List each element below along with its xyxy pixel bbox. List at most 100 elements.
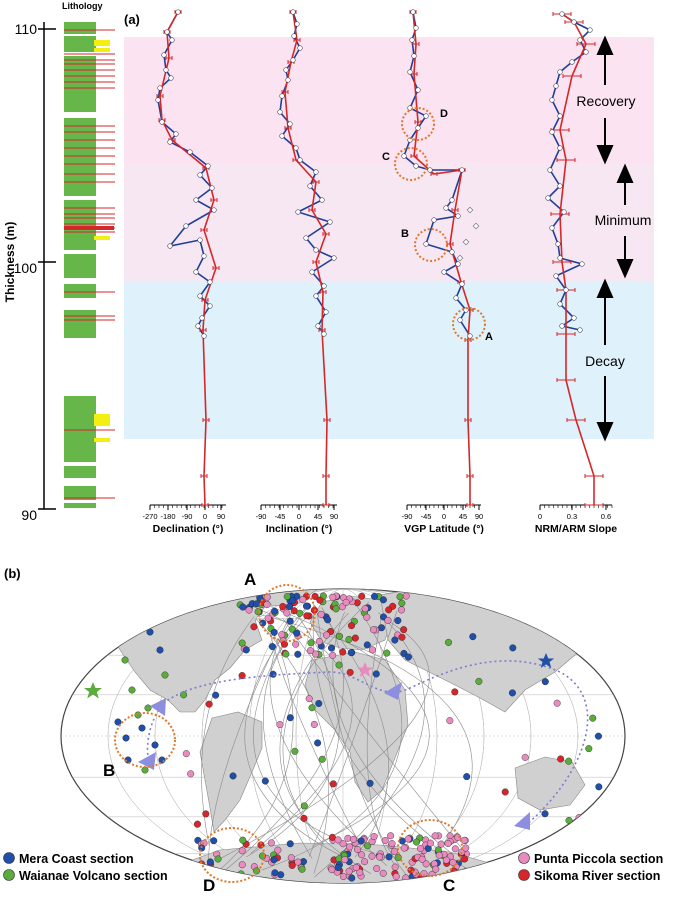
circle-b bbox=[414, 228, 448, 262]
plot-2-point-17 bbox=[431, 217, 437, 223]
plot-0-point-16 bbox=[211, 207, 217, 213]
plot-1-x-label: Inclination (°) bbox=[266, 523, 333, 535]
plot-3-point-12 bbox=[547, 167, 553, 173]
vgp-dot-347 bbox=[314, 739, 322, 747]
vgp-track-22 bbox=[308, 610, 398, 857]
vgp-dot-317 bbox=[608, 661, 616, 669]
plot-3-point-8 bbox=[549, 97, 555, 103]
plot-2-point-16 bbox=[455, 213, 461, 219]
vgp-dot-265 bbox=[239, 836, 247, 844]
plot-1-point-16 bbox=[295, 209, 301, 215]
plot-2-diamond-0 bbox=[466, 206, 474, 214]
plot-1-point-10 bbox=[279, 133, 285, 139]
vgp-dot-288 bbox=[286, 840, 294, 848]
lithology-layer-2 bbox=[64, 56, 96, 112]
plot-1-point-3 bbox=[297, 45, 303, 51]
vgp-dot-149 bbox=[339, 873, 347, 881]
vgp-dot-331 bbox=[193, 820, 201, 828]
vgp-dot-52 bbox=[391, 636, 399, 644]
plot-2-point-15 bbox=[443, 205, 449, 211]
paleomagnetic-plots: -270 -180 -90 0 90 Declination (°) -90 -45 0 45 90… bbox=[142, 9, 617, 535]
vgp-highlight-circles bbox=[394, 107, 486, 341]
vgp-dot-16 bbox=[296, 609, 304, 617]
lithology-layer-7 bbox=[64, 310, 96, 338]
lithology-layer-9 bbox=[64, 466, 96, 478]
vgp-dot-89 bbox=[394, 617, 402, 625]
plot-2-point-11 bbox=[413, 163, 419, 169]
vgp-dot-64 bbox=[253, 600, 261, 608]
decay-label-bg bbox=[575, 348, 635, 372]
plot-2-diamond-1 bbox=[472, 222, 480, 230]
legend-dot-mera bbox=[3, 852, 15, 864]
vgp-dot-323 bbox=[182, 750, 190, 758]
vgp-track-23 bbox=[219, 607, 344, 875]
vgp-dot-204 bbox=[449, 858, 457, 866]
plot-0-tick-label-4: 90 bbox=[217, 512, 225, 521]
map-circle-d bbox=[199, 827, 265, 883]
vgp-dot-332 bbox=[300, 802, 308, 810]
plot-1-point-18 bbox=[303, 235, 309, 241]
map-label-c: C bbox=[443, 876, 455, 895]
vgp-dot-58 bbox=[329, 593, 337, 601]
vgp-dot-39 bbox=[385, 606, 393, 614]
vgp-dot-153 bbox=[390, 847, 398, 855]
vgp-dot-327 bbox=[318, 755, 326, 763]
legend: Mera Coast section Waianae Volcano secti… bbox=[3, 852, 663, 883]
recovery-label-bg bbox=[572, 88, 642, 114]
plot-3-point-22 bbox=[557, 301, 563, 307]
vgp-dot-351 bbox=[205, 700, 213, 708]
plot-3-point-3 bbox=[577, 37, 583, 43]
vgp-dot-319 bbox=[372, 670, 380, 678]
vgp-dot-283 bbox=[198, 844, 206, 852]
plot-0-point-22 bbox=[207, 279, 213, 285]
plot-0-point-11 bbox=[187, 149, 193, 155]
vgp-dot-69 bbox=[270, 628, 278, 636]
lithology-yellow-4 bbox=[94, 438, 110, 442]
circle-label-d: D bbox=[440, 108, 448, 120]
vgp-dot-280 bbox=[288, 861, 296, 869]
map-label-d: D bbox=[203, 876, 215, 895]
vgp-dot-245 bbox=[462, 844, 470, 852]
plot-2-tick-label-0: -90 bbox=[402, 512, 413, 521]
plot-3-point-24 bbox=[559, 323, 565, 329]
vgp-dot-273 bbox=[267, 839, 275, 847]
plot-0-point-8 bbox=[159, 119, 165, 125]
pink-star-icon bbox=[356, 662, 374, 677]
vgp-dot-337 bbox=[269, 670, 277, 678]
plot-1-tick-label-4: 90 bbox=[330, 512, 338, 521]
vgp-dot-325 bbox=[521, 753, 529, 761]
vgp-dot-98 bbox=[271, 607, 279, 615]
vgp-dot-354 bbox=[315, 699, 323, 707]
zone-label-recovery: Recovery bbox=[576, 93, 635, 109]
vgp-dot-299 bbox=[122, 734, 130, 742]
plot-3-point-18 bbox=[557, 255, 563, 261]
vgp-dot-333 bbox=[565, 816, 573, 824]
vgp-track-24 bbox=[314, 612, 425, 878]
vgp-dot-175 bbox=[388, 840, 396, 848]
vgp-dot-70 bbox=[332, 605, 340, 613]
vgp-dot-263 bbox=[238, 847, 246, 855]
plot-2-point-2 bbox=[409, 37, 415, 43]
plot-3-mean-line bbox=[559, 13, 595, 505]
vgp-dot-110 bbox=[368, 646, 376, 654]
vgp-dot-97 bbox=[324, 616, 332, 624]
legend-label-punta: Punta Piccola section bbox=[534, 852, 663, 866]
lithology-red-band bbox=[64, 226, 114, 230]
plot-3-point-23 bbox=[571, 315, 577, 321]
vgp-dot-291 bbox=[121, 656, 129, 664]
map-highlight-circles bbox=[114, 584, 463, 883]
vgp-dot-210 bbox=[412, 838, 420, 846]
plot-2-tick-label-3: 45 bbox=[459, 512, 467, 521]
vgp-dot-118 bbox=[289, 597, 297, 605]
plot-0-point-24 bbox=[207, 303, 213, 309]
plot-3-point-11 bbox=[557, 145, 563, 151]
vgp-dot-304 bbox=[445, 638, 453, 646]
plot-3-point-20 bbox=[553, 273, 559, 279]
vgp-dot-109 bbox=[398, 599, 406, 607]
vgp-dot-147 bbox=[451, 845, 459, 853]
plot-0-point-2 bbox=[169, 37, 175, 43]
plot-3-point-0 bbox=[559, 11, 565, 17]
vgp-dot-0 bbox=[335, 632, 343, 640]
plot-0: -270 -180 -90 0 90 Declination (°) bbox=[142, 9, 226, 535]
vgp-dot-243 bbox=[418, 855, 426, 863]
